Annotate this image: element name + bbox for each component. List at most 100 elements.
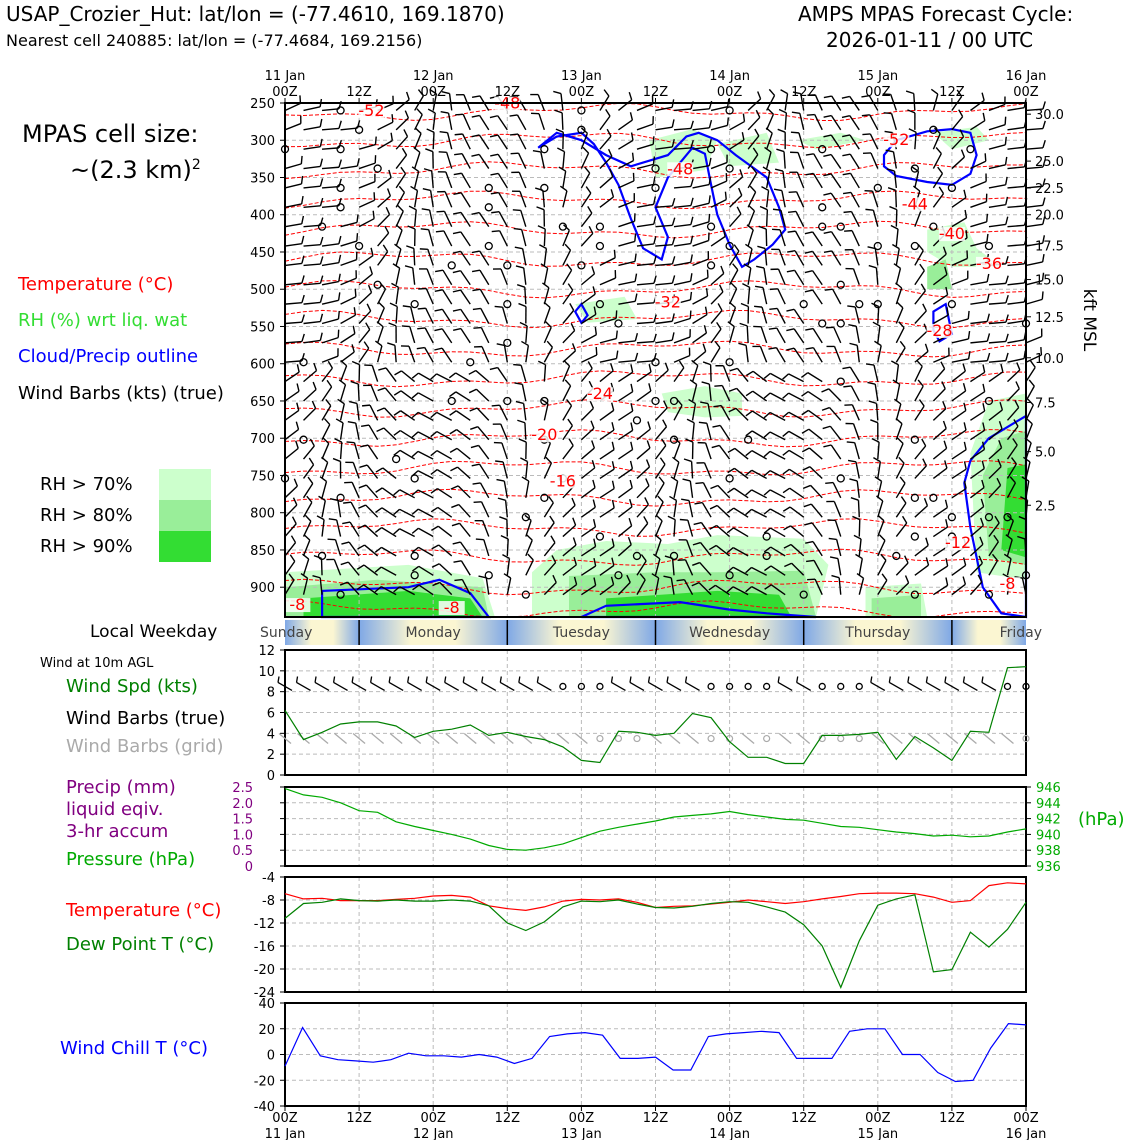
barb-shaft bbox=[377, 251, 389, 266]
barb-shaft bbox=[339, 403, 345, 421]
barb-shaft bbox=[395, 136, 409, 150]
temp-label-bg bbox=[926, 323, 953, 338]
barb-flag bbox=[514, 246, 523, 250]
barb-shaft bbox=[747, 116, 761, 131]
calm-circle bbox=[336, 203, 345, 212]
barb-flag bbox=[885, 149, 894, 153]
calm-circle bbox=[577, 125, 586, 134]
barb-shaft bbox=[543, 327, 552, 344]
barb-shaft bbox=[852, 268, 860, 286]
barb-shaft bbox=[543, 442, 552, 460]
bottom-hour-label: 00Z bbox=[420, 1111, 446, 1126]
barb-flag bbox=[743, 263, 752, 269]
top-date-label: 12 Jan bbox=[413, 69, 454, 84]
precip-tick-label: 1.5 bbox=[232, 813, 253, 828]
barb-flag bbox=[1006, 514, 1014, 522]
calm-circle bbox=[984, 590, 994, 599]
barb-shaft bbox=[407, 681, 422, 692]
barb-flag bbox=[842, 153, 851, 157]
barb-flag bbox=[763, 372, 771, 380]
barb-flag bbox=[720, 265, 725, 274]
barb-shaft bbox=[414, 114, 423, 131]
weekday-label: Wednesday bbox=[689, 625, 770, 641]
barb-shaft bbox=[951, 277, 969, 286]
barb-shaft bbox=[562, 584, 578, 596]
barb-flag bbox=[491, 404, 500, 407]
barb-flag bbox=[573, 557, 577, 566]
barb-flag bbox=[653, 196, 656, 205]
barb-flag bbox=[804, 250, 813, 254]
barb-shaft bbox=[562, 309, 575, 324]
barb-flag bbox=[755, 109, 761, 118]
barb-shaft bbox=[733, 507, 749, 518]
barb-shaft bbox=[812, 270, 823, 286]
barb-flag bbox=[724, 191, 727, 200]
barb-shaft bbox=[321, 262, 339, 267]
barb-flag bbox=[702, 361, 711, 366]
barb-shaft bbox=[525, 559, 534, 576]
barb-flag bbox=[360, 424, 370, 428]
barb-flag bbox=[800, 372, 809, 379]
barb-flag bbox=[742, 113, 746, 122]
barb-flag bbox=[1042, 101, 1046, 110]
barb-flag bbox=[450, 485, 459, 490]
barb-flag bbox=[965, 230, 968, 239]
barb-flag bbox=[842, 191, 852, 195]
barb-flag bbox=[376, 427, 385, 433]
barb-shaft bbox=[807, 390, 823, 402]
barb-flag bbox=[512, 209, 521, 212]
barb-flag bbox=[605, 108, 611, 117]
barb-flag bbox=[606, 128, 612, 137]
barb-flag bbox=[652, 156, 656, 165]
barb-flag bbox=[917, 379, 924, 387]
barb-flag bbox=[537, 225, 546, 230]
barb-flag bbox=[557, 147, 565, 153]
barb-flag bbox=[615, 350, 619, 359]
barb-shaft bbox=[970, 120, 986, 131]
barb-flag bbox=[986, 233, 989, 242]
barb-shaft bbox=[543, 582, 557, 596]
barb-flag bbox=[646, 440, 651, 449]
barb-shaft bbox=[284, 428, 299, 441]
barb-flag bbox=[870, 676, 873, 683]
wind-tick-label: 4 bbox=[267, 727, 275, 742]
barb-flag bbox=[805, 172, 814, 176]
barb-shaft bbox=[580, 273, 595, 286]
barb-shaft bbox=[951, 390, 967, 402]
barb-shaft bbox=[855, 461, 860, 479]
barb-flag bbox=[629, 112, 634, 121]
barb-flag bbox=[982, 364, 986, 373]
barb-flag bbox=[986, 333, 991, 342]
barb-flag bbox=[393, 390, 402, 396]
barb-shaft bbox=[321, 424, 331, 441]
barb-flag bbox=[296, 402, 300, 411]
barb-shaft bbox=[599, 545, 615, 557]
barb-flag bbox=[883, 112, 892, 115]
barb-shaft bbox=[284, 579, 295, 596]
barb-flag bbox=[471, 153, 480, 157]
barb-shaft bbox=[599, 487, 615, 499]
barb-flag bbox=[422, 188, 431, 192]
barb-flag bbox=[692, 541, 701, 546]
isotherm-label: -12 bbox=[945, 533, 971, 552]
barb-flag bbox=[841, 115, 850, 119]
rh-region bbox=[933, 126, 989, 150]
wind-tick-label: 6 bbox=[267, 707, 275, 722]
barb-flag bbox=[647, 421, 651, 430]
barb-shaft bbox=[436, 450, 453, 460]
precip-label: Precip (mm) bbox=[66, 777, 176, 798]
precip-tick-label: 2.5 bbox=[232, 781, 253, 796]
barb-shaft bbox=[833, 346, 842, 363]
barb-shaft bbox=[284, 340, 303, 344]
barb-flag bbox=[634, 293, 638, 302]
barb-shaft bbox=[1007, 320, 1025, 325]
barb-shaft bbox=[340, 221, 358, 228]
barb-flag bbox=[611, 499, 615, 509]
barb-flag bbox=[717, 303, 723, 311]
barb-shaft bbox=[460, 192, 471, 208]
barb-shaft bbox=[497, 115, 508, 131]
barb-shaft bbox=[543, 522, 555, 537]
barb-shaft bbox=[636, 282, 654, 286]
nearest-cell: Nearest cell 240885: lat/lon = (-77.4684… bbox=[6, 31, 423, 50]
barb-shaft bbox=[673, 147, 692, 150]
